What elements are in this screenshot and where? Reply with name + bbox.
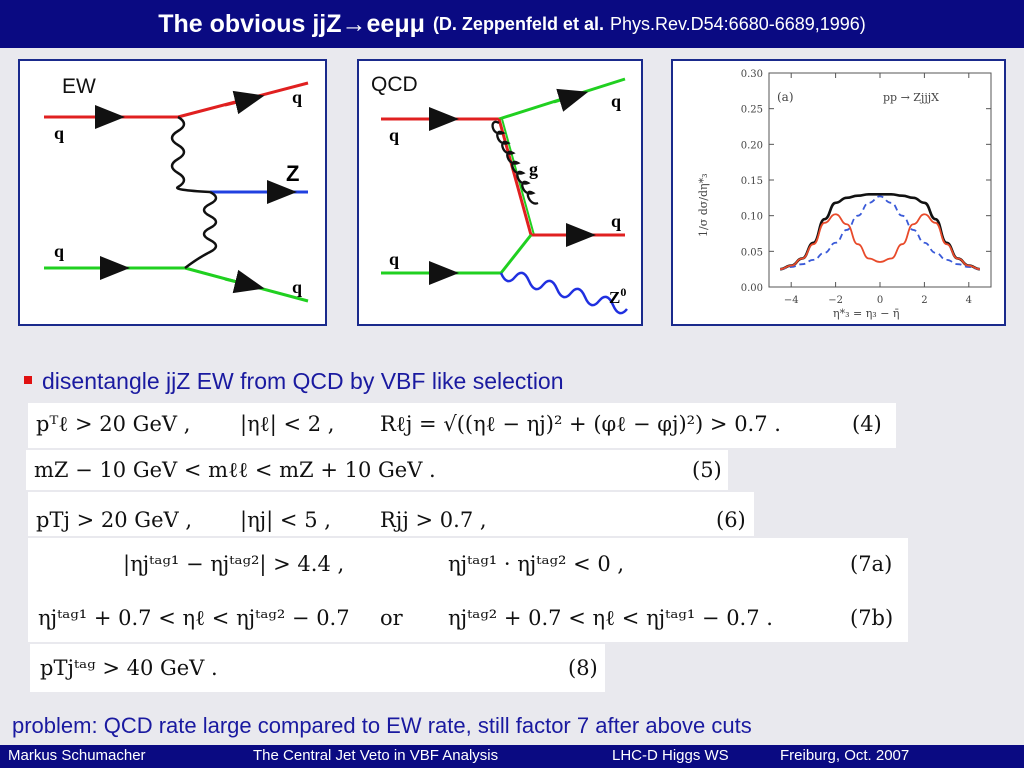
eq7a-rapidity-gap: |ηjᵗᵃᵍ¹ − ηjᵗᵃᵍ²| > 4.4 , — [123, 552, 345, 576]
y-tick-label: 0.00 — [741, 283, 763, 294]
eq4-lepton-pt: pᵀℓ > 20 GeV , — [36, 412, 191, 436]
ew-quark-label: q — [54, 241, 64, 261]
slide-title-reference: (D. Zeppenfeld et al. — [432, 13, 604, 34]
qcd-z-boson — [499, 271, 628, 315]
problem-statement: problem: QCD rate large compared to EW r… — [12, 713, 752, 738]
qcd-quark-to-vertex — [499, 234, 533, 274]
plot-y-axis-label: 1/σ dσ/dη*₃ — [697, 173, 710, 237]
eq8-tag-jet-pt: pTjᵗᵃᵍ > 40 GeV . — [40, 656, 218, 680]
equation-7: |ηjᵗᵃᵍ¹ − ηjᵗᵃᵍ²| > 4.4 , ηjᵗᵃᵍ¹ · ηjᵗᵃᵍ… — [28, 538, 908, 642]
y-tick-label: 0.10 — [741, 212, 763, 223]
plot-curves — [780, 192, 980, 271]
equation-8: pTjᵗᵃᵍ > 40 GeV . (8) — [30, 644, 605, 692]
bullet-text: disentangle jjZ EW from QCD by VBF like … — [42, 368, 564, 394]
qcd-quark-label: q — [389, 125, 399, 145]
qcd-quark-label: q — [611, 91, 621, 111]
bullet-point: disentangle jjZ EW from QCD by VBF like … — [24, 368, 564, 395]
qcd-exchanged-quark — [497, 118, 533, 236]
eq7b-or: or — [380, 606, 403, 630]
eq6-jet-separation: Rjj > 0.7 , — [380, 508, 487, 532]
eq4-lepton-jet-separation: Rℓj = √((ηℓ − ηj)² + (φℓ − φj)²) > 0.7 . — [380, 412, 781, 436]
eq7b-lepton-between-jets: ηjᵗᵃᵍ¹ + 0.7 < ηℓ < ηjᵗᵃᵍ² − 0.7 — [38, 606, 350, 630]
y-tick-label: 0.15 — [741, 176, 763, 187]
ew-quark-label: q — [54, 123, 64, 143]
ew-vector-boson-bottom — [184, 190, 218, 269]
plot-axes-box — [768, 72, 992, 288]
footer-talk-title: The Central Jet Veto in VBF Analysis — [253, 747, 499, 764]
footer-event: LHC-D Higgs WS — [612, 747, 729, 764]
y-tick-label: 0.30 — [741, 69, 763, 80]
qcd-arrow — [553, 88, 589, 112]
y-tick-label: 0.20 — [741, 140, 763, 151]
eq8-number: (8) — [568, 656, 598, 680]
ew-vector-boson-top — [170, 115, 211, 194]
x-tick-label: 0 — [877, 295, 883, 306]
qcd-diagram-panel: QCD q q q q g Z0 — [357, 59, 643, 326]
ew-z-label: Z — [286, 161, 299, 186]
footer-bar: Markus Schumacher The Central Jet Veto i… — [0, 745, 1024, 768]
eq6-jet-pt: pTj > 20 GeV , — [36, 508, 193, 532]
eq4-number: (4) — [852, 412, 882, 436]
eq7a-opposite-hemispheres: ηjᵗᵃᵍ¹ · ηjᵗᵃᵍ² < 0 , — [448, 552, 625, 576]
plot-frame: 0.00 0.05 0.10 0.15 0.20 0.25 0.30 −4 −2 0 2 4 — [741, 69, 992, 306]
qcd-quark-label: q — [611, 211, 621, 231]
plot-x-axis-label: η*₃ = η₃ − η̄ — [833, 307, 900, 320]
y-tick-label: 0.25 — [741, 105, 763, 116]
ew-diagram-panel: EW q q q q Z — [18, 59, 327, 326]
y-tick-label: 0.05 — [741, 247, 763, 258]
plot-series-line — [780, 192, 980, 271]
bullet-marker — [24, 375, 32, 384]
eq5-number: (5) — [692, 458, 722, 482]
equation-5: mZ − 10 GeV < mℓℓ < mZ + 10 GeV . (5) — [26, 450, 728, 490]
plot-panel-label: (a) — [777, 90, 794, 104]
x-tick-label: 2 — [921, 295, 927, 306]
ew-quark-label: q — [292, 87, 302, 107]
eq7b-number: (7b) — [850, 606, 894, 630]
qcd-feynman-diagram: QCD q q q q g Z0 — [371, 73, 628, 315]
plot-process-label: pp → ZjjjX — [883, 91, 939, 104]
eq7b-lepton-between-jets-alt: ηjᵗᵃᵍ² + 0.7 < ηℓ < ηjᵗᵃᵍ¹ − 0.7 . — [448, 606, 773, 630]
eta3-distribution-panel: 0.00 0.05 0.10 0.15 0.20 0.25 0.30 −4 −2 0 2 4 (a) … — [671, 59, 1006, 326]
ew-label: EW — [62, 75, 96, 98]
footer-place-date: Freiburg, Oct. 2007 — [780, 747, 910, 764]
slide-title-bar: The obvious jjZ→eeμμ (D. Zeppenfeld et a… — [0, 0, 1024, 48]
eq5-dilepton-mass: mZ − 10 GeV < mℓℓ < mZ + 10 GeV . — [34, 458, 436, 482]
qcd-z0-label: Z0 — [609, 285, 626, 307]
plot-series-line — [780, 213, 980, 271]
eq4-lepton-eta: |ηℓ| < 2 , — [240, 412, 335, 436]
footer-author: Markus Schumacher — [8, 747, 146, 764]
x-tick-label: −2 — [828, 295, 843, 306]
eta3-distribution-chart: 0.000.050.100.150.200.250.30−4 −2 0 2 4 (a) … — [697, 69, 992, 320]
slide-title: The obvious jjZ→eeμμ — [158, 9, 425, 38]
eq7a-number: (7a) — [850, 552, 893, 576]
equation-6: pTj > 20 GeV , |ηj| < 5 , Rjj > 0.7 , (6… — [28, 492, 754, 536]
slide-title-journal: Phys.Rev.D54:6680-6689,1996) — [609, 13, 866, 34]
ew-arrow — [224, 90, 265, 115]
x-tick-label: 4 — [966, 295, 972, 306]
qcd-quark-label: q — [389, 249, 399, 269]
x-tick-label: −4 — [784, 295, 799, 306]
ew-feynman-diagram: EW q q q q Z — [44, 75, 309, 303]
qcd-gluon-label: g — [529, 159, 538, 179]
plot-series-line — [780, 195, 980, 271]
qcd-gluon — [491, 120, 539, 205]
ew-quark-label: q — [292, 277, 302, 297]
qcd-label: QCD — [371, 73, 418, 96]
eq6-number: (6) — [716, 508, 746, 532]
ew-arrow — [224, 269, 265, 294]
equation-4: pᵀℓ > 20 GeV , |ηℓ| < 2 , Rℓj = √((ηℓ − … — [28, 403, 896, 448]
eq6-jet-eta: |ηj| < 5 , — [240, 508, 331, 532]
